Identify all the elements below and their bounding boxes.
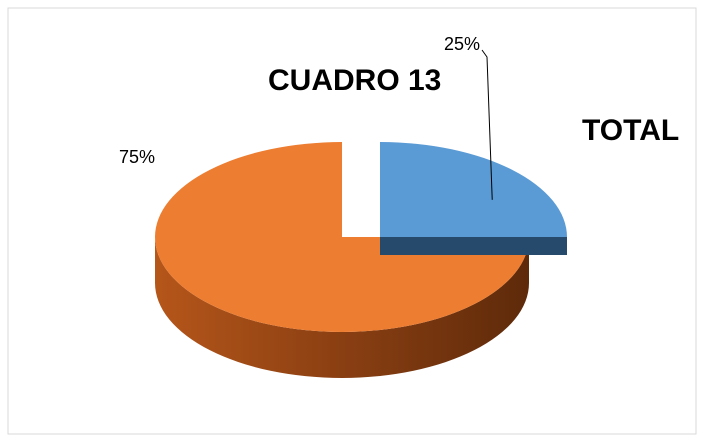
slice-side	[155, 237, 529, 378]
slice	[380, 142, 567, 237]
leader-line	[481, 49, 493, 200]
chart-title: CUADRO 13	[268, 64, 441, 97]
chart-subtitle: TOTAL	[582, 114, 679, 147]
slice	[155, 142, 529, 332]
data-label: 25%	[444, 34, 480, 54]
slice-side	[380, 237, 567, 255]
data-label: 75%	[119, 147, 155, 167]
plot: 25% 75%	[119, 34, 567, 378]
